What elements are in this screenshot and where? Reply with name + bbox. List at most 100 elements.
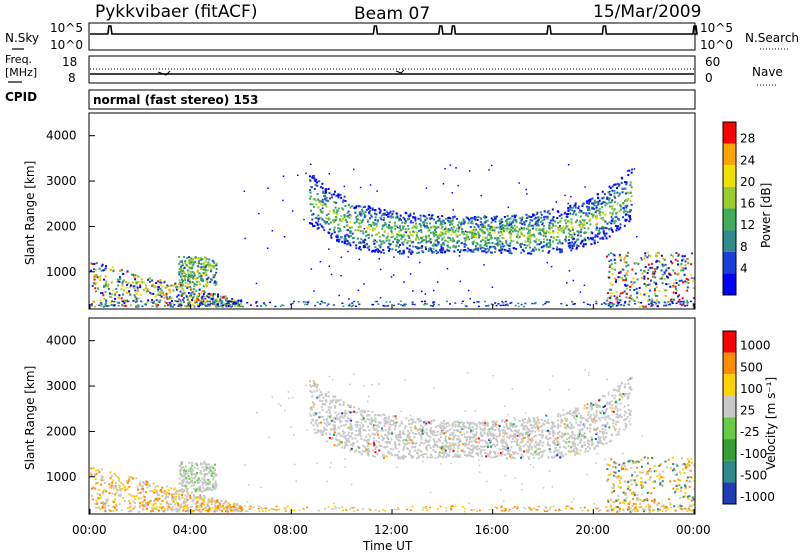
- p-cell: [135, 305, 138, 308]
- v-cell: [586, 420, 589, 423]
- v-cell: [338, 443, 341, 446]
- p-cell: [430, 217, 433, 220]
- v-cell: [350, 435, 353, 438]
- v-cell: [390, 438, 393, 441]
- p-cell: [515, 247, 518, 250]
- v-cell: [358, 427, 361, 430]
- p-cell: [468, 248, 471, 251]
- v-cell: [424, 453, 427, 456]
- p-cell: [374, 250, 377, 253]
- p-cell: [151, 283, 154, 286]
- v-cell: [556, 436, 559, 439]
- p-cell: [200, 258, 203, 261]
- v-cell: [374, 414, 377, 417]
- p-cell: [541, 249, 544, 252]
- p-cell: [608, 190, 611, 193]
- p-cell: [425, 235, 428, 238]
- v-cell: [333, 417, 336, 420]
- p-cell: [198, 275, 201, 278]
- p-cell: [629, 210, 632, 213]
- p-cell: [397, 226, 399, 229]
- p-cell: [111, 266, 114, 269]
- p-cell: [675, 252, 678, 255]
- p-cell: [402, 227, 405, 230]
- v-cell: [406, 436, 409, 439]
- p-cell: [660, 269, 663, 272]
- p-cell: [437, 243, 440, 246]
- p-cell: [591, 197, 594, 200]
- p-cell: [319, 208, 322, 211]
- v-cell: [523, 428, 526, 431]
- p-cell: [201, 295, 204, 298]
- p-cell: [609, 305, 612, 308]
- p-cell: [434, 222, 437, 225]
- v-cell: [564, 432, 567, 435]
- p-cell: [684, 267, 687, 270]
- v-cell: [529, 424, 532, 427]
- p-cell: [179, 285, 182, 288]
- p-cell: [521, 248, 524, 251]
- p-cell: [468, 170, 471, 172]
- v-cell: [520, 423, 523, 426]
- p-cell: [310, 209, 313, 212]
- p-cell: [398, 230, 401, 233]
- v-cell: [562, 445, 565, 448]
- p-cell: [128, 290, 131, 293]
- v-cell: [617, 421, 620, 424]
- v-cell: [503, 447, 506, 450]
- v-cell: [441, 432, 444, 435]
- v-cell: [516, 452, 519, 455]
- p-cell: [197, 260, 200, 263]
- p-cell: [453, 250, 456, 253]
- p-cell: [678, 294, 681, 297]
- v-cell: [312, 405, 315, 408]
- p-cell: [623, 258, 626, 261]
- p-cell: [615, 212, 618, 215]
- p-cell: [329, 234, 332, 237]
- p-cell: [330, 196, 333, 199]
- v-cell: [415, 451, 418, 454]
- p-cell: [416, 231, 419, 234]
- v-cell: [335, 434, 338, 437]
- v-cell: [469, 431, 472, 434]
- p-cell: [409, 251, 412, 254]
- p-cell: [189, 301, 192, 304]
- p-cell: [193, 272, 196, 275]
- p-cell: [181, 272, 184, 275]
- p-cell: [607, 191, 610, 194]
- p-cell: [123, 279, 126, 282]
- v-cell: [615, 433, 618, 436]
- p-cell: [306, 303, 309, 306]
- p-cell: [112, 269, 115, 272]
- p-cell: [444, 228, 446, 230]
- v-cell: [468, 438, 471, 441]
- v-cell: [525, 449, 528, 452]
- p-cell: [621, 191, 624, 194]
- p-cell: [531, 219, 534, 222]
- p-cell: [504, 300, 507, 303]
- p-cell: [108, 295, 111, 298]
- v-cell: [590, 402, 593, 405]
- p-cell: [507, 217, 510, 220]
- v-cell: [323, 426, 326, 429]
- v-cell: [592, 418, 595, 421]
- p-cell: [352, 241, 355, 244]
- p-cell: [499, 225, 502, 228]
- p-cell: [453, 230, 456, 233]
- p-cell: [611, 213, 614, 216]
- v-cell: [623, 394, 626, 397]
- v-cell: [343, 436, 346, 439]
- v-cell: [403, 427, 406, 430]
- p-cell: [500, 230, 503, 233]
- p-cell: [597, 209, 600, 212]
- p-cell: [607, 227, 610, 230]
- v-cell: [522, 437, 525, 440]
- v-cell: [588, 440, 591, 443]
- v-cell: [355, 429, 358, 432]
- p-cell: [181, 287, 184, 290]
- v-cell: [548, 433, 551, 436]
- p-cell: [397, 217, 400, 220]
- p-cell: [341, 220, 344, 223]
- v-cell: [516, 439, 519, 442]
- p-cell: [515, 219, 518, 222]
